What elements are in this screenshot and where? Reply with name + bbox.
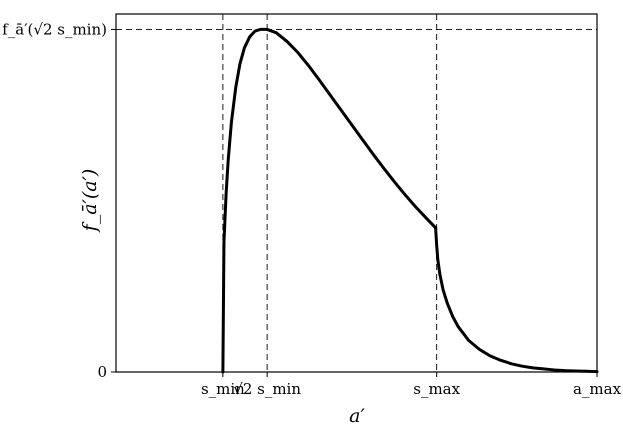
reference-lines bbox=[116, 14, 597, 372]
density-curve bbox=[221, 27, 599, 374]
x-axis-label: a′ bbox=[349, 405, 365, 427]
y-tick-label-1: f_ā′(√2 s_min) bbox=[2, 20, 107, 38]
y-axis-label: f_ā′(a′) bbox=[79, 169, 101, 234]
x-tick-label-0: s_min bbox=[201, 380, 245, 398]
x-tick-label-1: √2 s_min bbox=[233, 380, 301, 398]
plot-frame bbox=[115, 13, 598, 373]
x-tick-label-3: a_max bbox=[573, 380, 622, 398]
x-tick-label-2: s_max bbox=[413, 380, 460, 398]
tick-labels: s_min√2 s_min s_max a_max 0 f_ā′(√2 s_min) bbox=[2, 20, 621, 398]
y-tick-label-0: 0 bbox=[97, 363, 107, 381]
axis-ticks bbox=[111, 28, 598, 377]
